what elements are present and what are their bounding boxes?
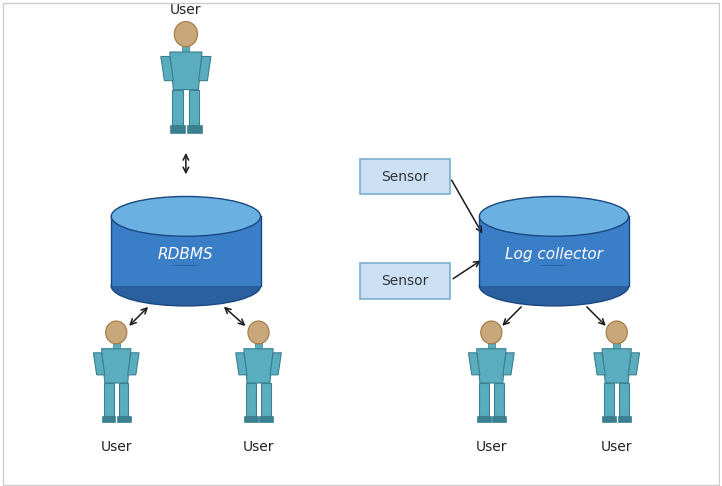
FancyBboxPatch shape bbox=[617, 216, 629, 286]
FancyBboxPatch shape bbox=[111, 216, 123, 286]
Polygon shape bbox=[102, 416, 116, 422]
Text: Sensor: Sensor bbox=[381, 170, 428, 184]
Polygon shape bbox=[469, 353, 480, 375]
Polygon shape bbox=[188, 89, 199, 125]
FancyBboxPatch shape bbox=[479, 266, 629, 286]
Polygon shape bbox=[246, 383, 256, 416]
Polygon shape bbox=[259, 416, 273, 422]
Ellipse shape bbox=[174, 21, 198, 47]
Ellipse shape bbox=[105, 321, 127, 344]
Ellipse shape bbox=[248, 321, 269, 344]
FancyBboxPatch shape bbox=[479, 216, 629, 286]
Polygon shape bbox=[128, 353, 139, 375]
Polygon shape bbox=[604, 383, 614, 416]
Polygon shape bbox=[170, 52, 202, 89]
Polygon shape bbox=[102, 349, 131, 383]
Text: User: User bbox=[601, 440, 632, 454]
Polygon shape bbox=[173, 89, 183, 125]
Polygon shape bbox=[477, 349, 506, 383]
Polygon shape bbox=[270, 353, 282, 375]
FancyBboxPatch shape bbox=[111, 266, 261, 286]
Polygon shape bbox=[117, 416, 131, 422]
Polygon shape bbox=[479, 383, 489, 416]
FancyBboxPatch shape bbox=[183, 45, 189, 52]
FancyBboxPatch shape bbox=[360, 263, 450, 299]
FancyBboxPatch shape bbox=[614, 342, 620, 349]
Polygon shape bbox=[93, 353, 105, 375]
Ellipse shape bbox=[479, 196, 629, 236]
Polygon shape bbox=[617, 416, 632, 422]
Polygon shape bbox=[244, 349, 273, 383]
Text: Sensor: Sensor bbox=[381, 274, 428, 288]
FancyBboxPatch shape bbox=[479, 216, 492, 286]
Polygon shape bbox=[118, 383, 129, 416]
FancyBboxPatch shape bbox=[256, 342, 262, 349]
Polygon shape bbox=[170, 125, 185, 133]
FancyBboxPatch shape bbox=[111, 216, 261, 286]
Polygon shape bbox=[104, 383, 114, 416]
Polygon shape bbox=[492, 416, 506, 422]
Text: User: User bbox=[243, 440, 274, 454]
Text: RDBMS: RDBMS bbox=[158, 247, 214, 262]
Polygon shape bbox=[628, 353, 640, 375]
Polygon shape bbox=[199, 56, 211, 81]
FancyBboxPatch shape bbox=[488, 342, 495, 349]
Ellipse shape bbox=[111, 266, 261, 306]
Text: User: User bbox=[170, 3, 201, 17]
FancyBboxPatch shape bbox=[113, 342, 120, 349]
FancyBboxPatch shape bbox=[360, 158, 450, 194]
Polygon shape bbox=[244, 416, 258, 422]
Polygon shape bbox=[161, 56, 173, 81]
Polygon shape bbox=[594, 353, 605, 375]
Polygon shape bbox=[494, 383, 503, 416]
Text: Log collector: Log collector bbox=[505, 247, 603, 262]
FancyBboxPatch shape bbox=[248, 216, 261, 286]
Polygon shape bbox=[503, 353, 514, 375]
Polygon shape bbox=[477, 416, 490, 422]
Polygon shape bbox=[235, 353, 247, 375]
Ellipse shape bbox=[479, 266, 629, 306]
Ellipse shape bbox=[481, 321, 502, 344]
Polygon shape bbox=[261, 383, 271, 416]
Polygon shape bbox=[187, 125, 202, 133]
Text: User: User bbox=[476, 440, 507, 454]
Polygon shape bbox=[602, 349, 632, 383]
Ellipse shape bbox=[111, 196, 261, 236]
Text: User: User bbox=[100, 440, 132, 454]
Polygon shape bbox=[619, 383, 629, 416]
Ellipse shape bbox=[606, 321, 627, 344]
Polygon shape bbox=[602, 416, 616, 422]
